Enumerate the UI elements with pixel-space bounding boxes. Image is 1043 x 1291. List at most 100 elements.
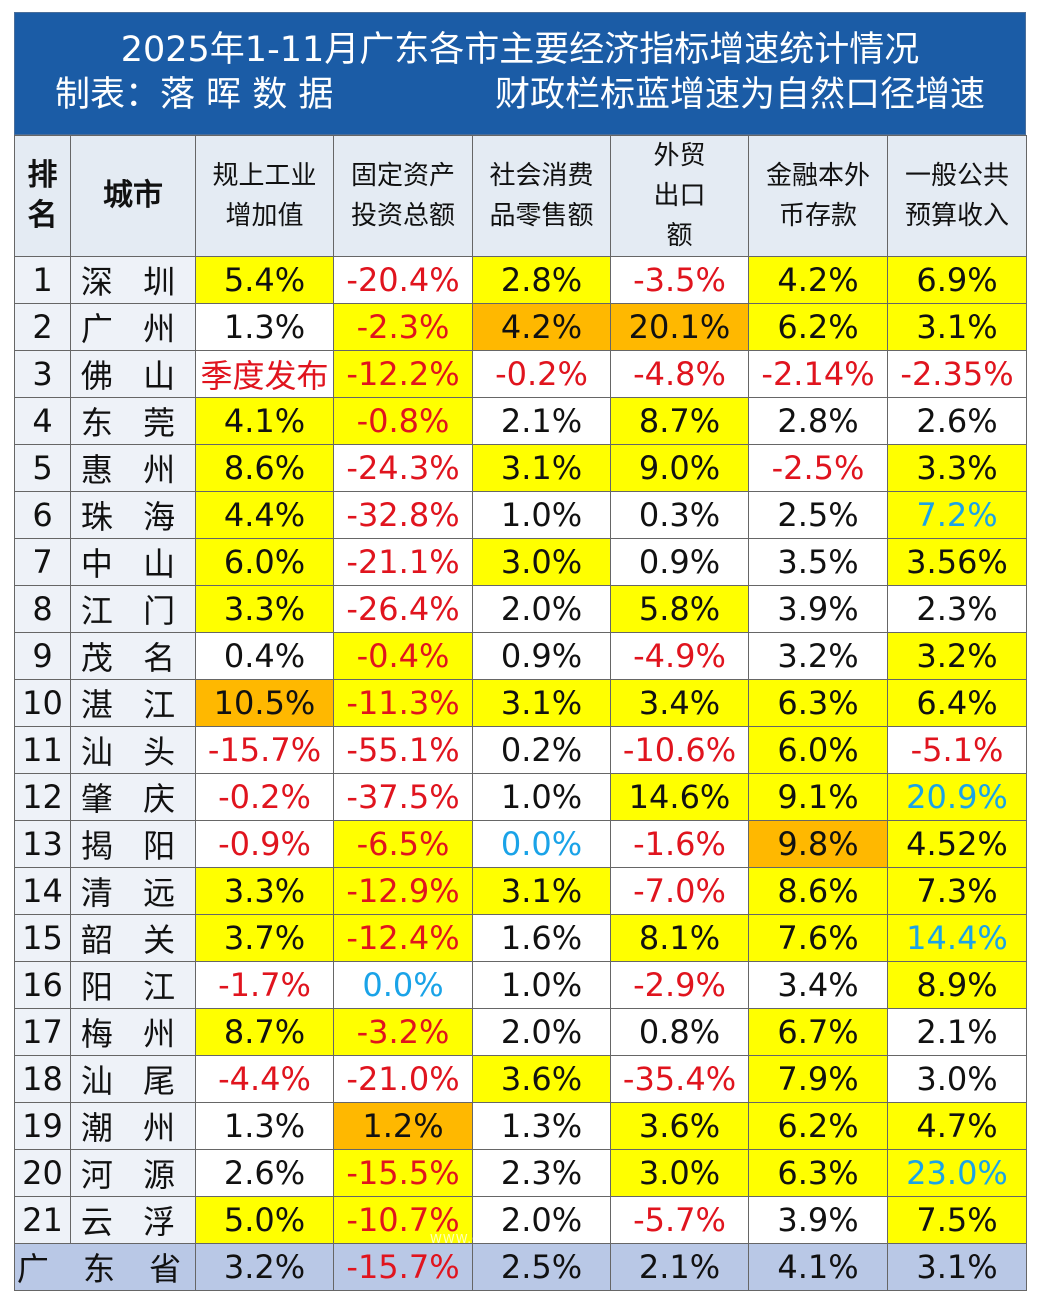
value-cell: 3.2% bbox=[748, 632, 888, 680]
value-cell: -7.0% bbox=[610, 867, 749, 915]
rank-cell: 10 bbox=[14, 679, 71, 727]
value-cell: 3.3% bbox=[887, 444, 1027, 492]
value-cell: 0.8% bbox=[610, 1008, 749, 1056]
city-cell: 清 远 bbox=[70, 867, 196, 915]
value-cell: -1.6% bbox=[610, 820, 749, 868]
value-cell: 8.1% bbox=[610, 914, 749, 962]
value-cell: -15.7% bbox=[195, 726, 334, 774]
value-cell: 7.6% bbox=[748, 914, 888, 962]
value-cell: 3.1% bbox=[472, 679, 611, 727]
value-cell: -2.3% bbox=[333, 303, 473, 351]
value-cell: 5.0% bbox=[195, 1196, 334, 1244]
value-cell: 3.0% bbox=[610, 1149, 749, 1197]
value-cell: 1.3% bbox=[195, 303, 334, 351]
value-cell: -6.5% bbox=[333, 820, 473, 868]
value-cell: 2.5% bbox=[748, 491, 888, 539]
value-cell: -12.2% bbox=[333, 350, 473, 398]
value-cell: -21.1% bbox=[333, 538, 473, 586]
header-rank: 排名 bbox=[14, 135, 71, 257]
table-row: 16 阳 江 -1.7% 0.0% 1.0% -2.9% 3.4% 8.9% bbox=[14, 961, 1027, 1009]
city-cell: 江 门 bbox=[70, 585, 196, 633]
rank-cell: 4 bbox=[14, 397, 71, 445]
value-cell: -5.1% bbox=[887, 726, 1027, 774]
value-cell: 2.3% bbox=[887, 585, 1027, 633]
value-cell: 5.4% bbox=[195, 256, 334, 304]
city-cell: 茂 名 bbox=[70, 632, 196, 680]
rank-cell: 5 bbox=[14, 444, 71, 492]
value-cell: 2.8% bbox=[748, 397, 888, 445]
value-cell: 4.7% bbox=[887, 1102, 1027, 1150]
value-cell: -2.35% bbox=[887, 350, 1027, 398]
rank-cell: 13 bbox=[14, 820, 71, 868]
header-deposits: 金融本外币存款 bbox=[748, 135, 888, 257]
province-value-cell: 2.5% bbox=[472, 1243, 611, 1291]
value-cell: 9.8% bbox=[748, 820, 888, 868]
value-cell: 6.3% bbox=[748, 679, 888, 727]
value-cell: 1.0% bbox=[472, 773, 611, 821]
value-cell: -0.8% bbox=[333, 397, 473, 445]
header-industrial: 规上工业增加值 bbox=[195, 135, 334, 257]
rank-cell: 14 bbox=[14, 867, 71, 915]
value-cell: 0.9% bbox=[472, 632, 611, 680]
value-cell: -35.4% bbox=[610, 1055, 749, 1103]
value-cell: 6.2% bbox=[748, 1102, 888, 1150]
value-cell: 2.1% bbox=[472, 397, 611, 445]
value-cell: 8.7% bbox=[610, 397, 749, 445]
value-cell: 14.6% bbox=[610, 773, 749, 821]
rank-cell: 7 bbox=[14, 538, 71, 586]
table-row: 17 梅 州 8.7% -3.2% 2.0% 0.8% 6.7% 2.1% bbox=[14, 1008, 1027, 1056]
header-city: 城市 bbox=[70, 135, 196, 257]
city-cell: 汕 尾 bbox=[70, 1055, 196, 1103]
value-cell: 2.6% bbox=[195, 1149, 334, 1197]
title-banner: 2025年1-11月广东各市主要经济指标增速统计情况 制表：落 晖 数 据 财政… bbox=[14, 12, 1026, 135]
value-cell: -4.8% bbox=[610, 350, 749, 398]
value-cell: 6.3% bbox=[748, 1149, 888, 1197]
value-cell: -0.2% bbox=[472, 350, 611, 398]
value-cell: 1.2% bbox=[333, 1102, 473, 1150]
value-cell: -4.4% bbox=[195, 1055, 334, 1103]
value-cell: 8.7% bbox=[195, 1008, 334, 1056]
value-cell: 23.0% bbox=[887, 1149, 1027, 1197]
value-cell: -10.7% bbox=[333, 1196, 473, 1244]
page-title: 2025年1-11月广东各市主要经济指标增速统计情况 bbox=[120, 30, 920, 70]
rank-cell: 16 bbox=[14, 961, 71, 1009]
value-cell: -21.0% bbox=[333, 1055, 473, 1103]
value-cell: 2.0% bbox=[472, 1008, 611, 1056]
indicator-table: 排名 城市 规上工业增加值 固定资产投资总额 社会消费品零售额 外贸出口额 金融… bbox=[14, 135, 1027, 1291]
value-cell: 8.6% bbox=[748, 867, 888, 915]
value-cell: 3.0% bbox=[887, 1055, 1027, 1103]
city-cell: 云 浮 bbox=[70, 1196, 196, 1244]
table-row: 10 湛 江 10.5% -11.3% 3.1% 3.4% 6.3% 6.4% bbox=[14, 679, 1027, 727]
value-cell: 4.4% bbox=[195, 491, 334, 539]
value-cell: 季度发布 bbox=[195, 350, 334, 398]
rank-cell: 8 bbox=[14, 585, 71, 633]
value-cell: 6.7% bbox=[748, 1008, 888, 1056]
value-cell: -32.8% bbox=[333, 491, 473, 539]
rank-cell: 20 bbox=[14, 1149, 71, 1197]
value-cell: 6.0% bbox=[748, 726, 888, 774]
note: 财政栏标蓝增速为自然口径增速 bbox=[494, 75, 985, 115]
value-cell: -12.9% bbox=[333, 867, 473, 915]
value-cell: -24.3% bbox=[333, 444, 473, 492]
value-cell: 6.2% bbox=[748, 303, 888, 351]
value-cell: 6.9% bbox=[887, 256, 1027, 304]
value-cell: 10.5% bbox=[195, 679, 334, 727]
city-cell: 珠 海 bbox=[70, 491, 196, 539]
header-fixed-investment: 固定资产投资总额 bbox=[333, 135, 473, 257]
value-cell: 2.3% bbox=[472, 1149, 611, 1197]
rank-cell: 18 bbox=[14, 1055, 71, 1103]
value-cell: 3.9% bbox=[748, 1196, 888, 1244]
city-cell: 佛 山 bbox=[70, 350, 196, 398]
city-cell: 湛 江 bbox=[70, 679, 196, 727]
rank-cell: 2 bbox=[14, 303, 71, 351]
value-cell: 4.1% bbox=[195, 397, 334, 445]
table-row: 18 汕 尾 -4.4% -21.0% 3.6% -35.4% 7.9% 3.0% bbox=[14, 1055, 1027, 1103]
header-exports: 外贸出口额 bbox=[610, 135, 749, 257]
value-cell: -2.5% bbox=[748, 444, 888, 492]
value-cell: 9.0% bbox=[610, 444, 749, 492]
